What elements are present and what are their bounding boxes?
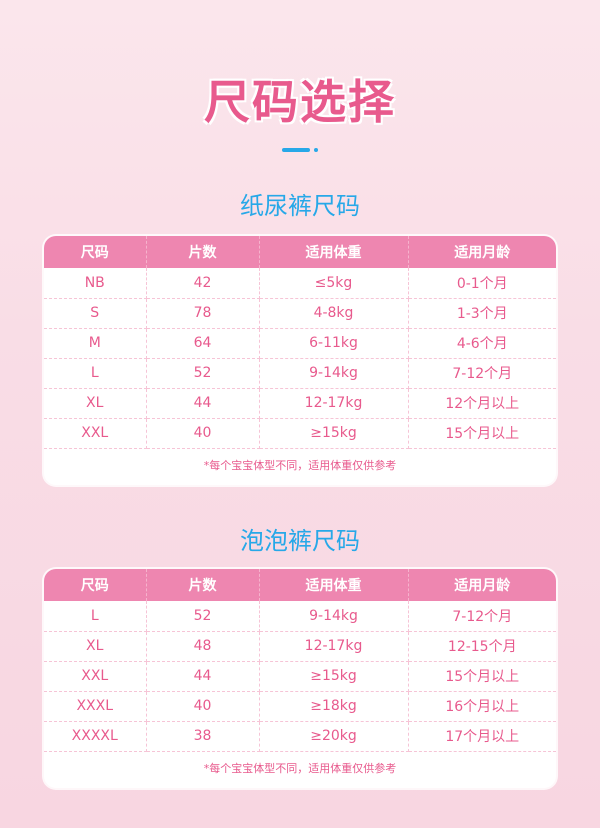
title-divider (282, 148, 310, 152)
table-row: XXL 44 ≥15kg 15个月以上 (44, 661, 556, 692)
table-cell: 1-3个月 (408, 298, 556, 329)
column-header: 适用体重 (259, 236, 409, 268)
table-cell: XXL (44, 418, 147, 449)
table-cell: ≥18kg (259, 691, 409, 722)
table-cell: 38 (146, 721, 260, 752)
divider-dot (314, 148, 318, 152)
column-header: 片数 (146, 236, 260, 268)
table-row: L 52 9-14kg 7-12个月 (44, 601, 556, 632)
table-cell: 15个月以上 (408, 661, 556, 692)
table-cell: 12-17kg (259, 388, 409, 419)
table-cell: XXXL (44, 691, 147, 722)
table-cell: 6-11kg (259, 328, 409, 359)
table-cell: L (44, 358, 147, 389)
table-cell: L (44, 601, 147, 632)
table-cell: 17个月以上 (408, 721, 556, 752)
column-header: 片数 (146, 569, 260, 601)
table-cell: 52 (146, 358, 260, 389)
table-cell: XXXXL (44, 721, 147, 752)
table-cell: ≥15kg (259, 661, 409, 692)
table-row: XXL 40 ≥15kg 15个月以上 (44, 418, 556, 449)
table-cell: 42 (146, 268, 260, 299)
table-cell: ≤5kg (259, 268, 409, 299)
table-cell: ≥15kg (259, 418, 409, 449)
table-cell: 4-6个月 (408, 328, 556, 359)
table-row: S 78 4-8kg 1-3个月 (44, 298, 556, 329)
table-cell: 15个月以上 (408, 418, 556, 449)
table-row: XL 48 12-17kg 12-15个月 (44, 631, 556, 662)
table-row: XL 44 12-17kg 12个月以上 (44, 388, 556, 419)
table-cell: 78 (146, 298, 260, 329)
table-cell: 7-12个月 (408, 601, 556, 632)
table-cell: NB (44, 268, 147, 299)
column-header: 尺码 (44, 569, 147, 601)
pants-section-title: 泡泡裤尺码 (240, 527, 360, 555)
table-cell: 64 (146, 328, 260, 359)
table-cell: 44 (146, 661, 260, 692)
diaper-size-table: 尺码 片数 适用体重 适用月龄 NB 42 ≤5kg 0-1个月 S 78 4-8kg 1-3个月 M 6… (44, 236, 556, 485)
table-cell: 16个月以上 (408, 691, 556, 722)
table-row: NB 42 ≤5kg 0-1个月 (44, 268, 556, 299)
table-cell: XL (44, 631, 147, 662)
column-header: 适用月龄 (408, 236, 556, 268)
table-cell: 40 (146, 691, 260, 722)
table-cell: 4-8kg (259, 298, 409, 329)
table-cell: 48 (146, 631, 260, 662)
table-cell: 12-17kg (259, 631, 409, 662)
column-header: 适用月龄 (408, 569, 556, 601)
pants-size-table: 尺码 片数 适用体重 适用月龄 L 52 9-14kg 7-12个月 XL 48 12-17kg 12… (44, 569, 556, 788)
page-title: 尺码选择 (204, 75, 396, 129)
table-cell: 0-1个月 (408, 268, 556, 299)
table-cell: 9-14kg (259, 601, 409, 632)
table-cell: M (44, 328, 147, 359)
diaper-section-title: 纸尿裤尺码 (240, 192, 360, 220)
table-cell: 12-15个月 (408, 631, 556, 662)
table-cell: XL (44, 388, 147, 419)
table-cell: 52 (146, 601, 260, 632)
table-cell: XXL (44, 661, 147, 692)
diaper-note: *每个宝宝体型不同，适用体重仅供参考 (203, 458, 397, 472)
table-row: XXXXL 38 ≥20kg 17个月以上 (44, 721, 556, 752)
table-cell: 40 (146, 418, 260, 449)
table-row: XXXL 40 ≥18kg 16个月以上 (44, 691, 556, 722)
column-header: 尺码 (44, 236, 147, 268)
table-cell: S (44, 298, 147, 329)
column-header: 适用体重 (259, 569, 409, 601)
table-row: L 52 9-14kg 7-12个月 (44, 358, 556, 389)
table-cell: 9-14kg (259, 358, 409, 389)
table-cell: ≥20kg (259, 721, 409, 752)
pants-note: *每个宝宝体型不同，适用体重仅供参考 (203, 761, 397, 775)
table-cell: 44 (146, 388, 260, 419)
table-cell: 7-12个月 (408, 358, 556, 389)
table-cell: 12个月以上 (408, 388, 556, 419)
table-row: M 64 6-11kg 4-6个月 (44, 328, 556, 359)
